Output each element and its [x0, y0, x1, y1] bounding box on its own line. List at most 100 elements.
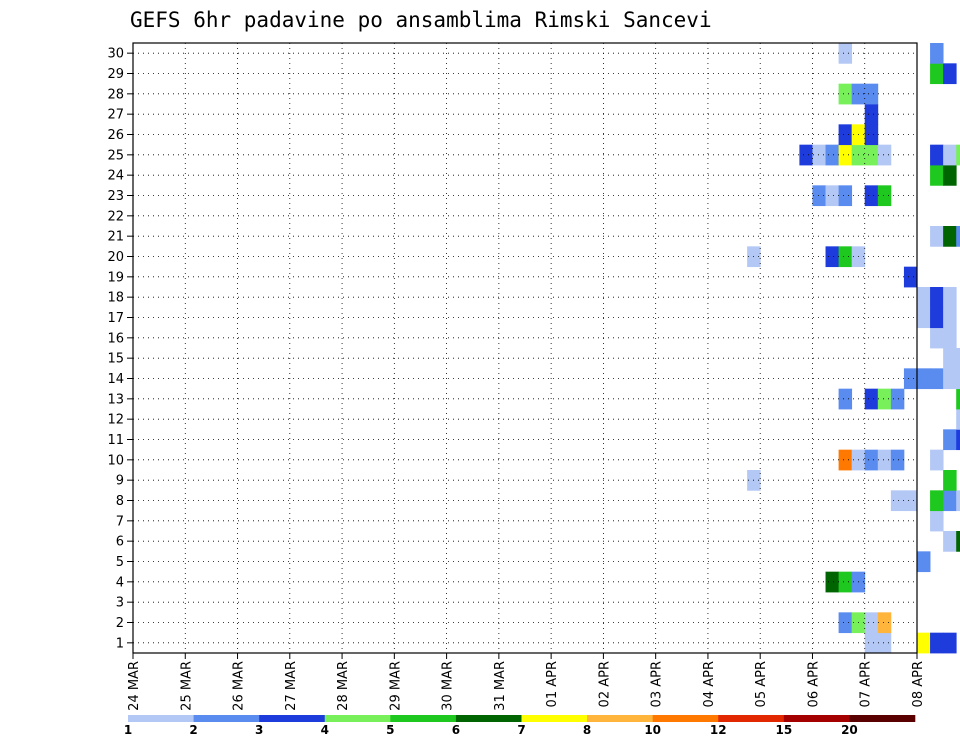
x-tick-label: 06 APR [806, 661, 821, 707]
heatmap-cell [956, 409, 960, 430]
heatmap-cell [943, 490, 957, 512]
y-tick-label: 13 [107, 392, 124, 407]
heatmap-cell [943, 287, 957, 308]
y-tick-label: 2 [116, 616, 124, 631]
heatmap-cell [799, 144, 813, 166]
heatmap-cell [956, 388, 960, 410]
heatmap-cell [917, 632, 931, 654]
heatmap-cell [864, 185, 879, 207]
heatmap-cell [943, 144, 957, 166]
x-tick-label: 03 APR [650, 661, 665, 707]
x-tick-label: 26 MAR [232, 661, 247, 711]
heatmap-cell [943, 307, 957, 329]
heatmap-cell [838, 43, 853, 64]
heatmap-cell [864, 124, 879, 146]
legend-swatch [259, 715, 326, 722]
y-tick-label: 11 [107, 433, 124, 448]
heatmap-cell [943, 470, 957, 491]
color-legend: 1 2 3 4 5 6 7 8 10 12 15 20 [124, 715, 916, 737]
x-tick-label: 30 MAR [441, 661, 456, 711]
legend-swatch [587, 715, 653, 722]
heatmap-cell [877, 449, 892, 471]
heatmap-cell [890, 388, 905, 410]
heatmap-cell [825, 246, 839, 268]
heatmap-cell [917, 368, 931, 390]
legend-label: 20 [841, 723, 858, 737]
legend-swatch [783, 715, 850, 722]
heatmap-cell [930, 144, 944, 166]
heatmap-cell [956, 490, 960, 512]
y-tick-label: 3 [116, 596, 124, 611]
heatmap-cell [943, 368, 957, 390]
y-tick-label: 6 [116, 535, 124, 550]
heatmap-cell [930, 368, 944, 390]
heatmap-cell [838, 612, 853, 634]
x-tick-label: 05 APR [754, 661, 769, 707]
legend-swatch [521, 715, 588, 722]
heatmap-cell [838, 388, 853, 410]
legend-swatch [390, 715, 457, 722]
y-tick-label: 14 [107, 372, 124, 387]
heatmap-cell [943, 63, 957, 85]
y-tick-label: 1 [116, 636, 124, 651]
legend-swatch [324, 715, 391, 722]
heatmap-cell [930, 307, 944, 329]
heatmap-cell [877, 185, 892, 207]
heatmap-cell [930, 43, 944, 64]
heatmap-cell [890, 449, 905, 471]
heatmap-cell [864, 388, 879, 410]
x-tick-label: 29 MAR [388, 661, 403, 711]
plot-frame [132, 42, 918, 654]
heatmap-cell [917, 307, 931, 329]
x-tick-label: 07 APR [859, 661, 874, 707]
heatmap-cell [943, 327, 957, 349]
heatmap-cell [930, 449, 944, 471]
y-tick-label: 9 [116, 474, 124, 489]
heatmap-cell [943, 165, 957, 186]
legend-swatch [455, 715, 522, 722]
heatmap-cell [917, 551, 931, 573]
y-tick-label: 4 [116, 575, 124, 590]
grid-lines [133, 43, 917, 653]
legend-label: 2 [189, 723, 197, 737]
legend-swatch [849, 715, 916, 722]
heatmap-cell [838, 571, 853, 593]
heatmap-cell [903, 368, 918, 390]
heatmap-cell [864, 104, 879, 125]
heatmap-cell [812, 185, 826, 207]
heatmap-cell [943, 632, 957, 654]
heatmap-cell [890, 490, 905, 512]
heatmap-cell [838, 449, 853, 471]
y-tick-label: 27 [107, 108, 124, 123]
heatmap-cell [864, 83, 879, 105]
y-tick-label: 12 [107, 413, 124, 428]
x-tick-label: 08 APR [911, 661, 926, 707]
heatmap-cell [825, 185, 839, 207]
x-tick-label: 25 MAR [179, 661, 194, 711]
heatmap-cell [943, 429, 957, 451]
heatmap-cells [747, 43, 960, 654]
heatmap-cell [930, 63, 944, 85]
heatmap-cell [864, 612, 879, 634]
y-tick-label: 18 [107, 291, 124, 306]
heatmap-cell [956, 348, 960, 369]
x-tick-label: 01 APR [545, 661, 560, 707]
y-tick-label: 28 [107, 87, 124, 102]
heatmap-cell [825, 144, 839, 166]
heatmap-cell [930, 490, 944, 512]
y-axis: 1234567891011121314151617181920212223242… [107, 47, 133, 651]
heatmap-cell [943, 531, 957, 552]
heatmap-cell [838, 144, 853, 166]
legend-swatch [652, 715, 719, 722]
legend-swatch [193, 715, 260, 722]
chart-title: GEFS 6hr padavine po ansamblima Rimski S… [130, 8, 712, 32]
legend-label: 7 [517, 723, 525, 737]
legend-label: 5 [386, 723, 394, 737]
legend-swatch [128, 715, 194, 722]
heatmap-cell [903, 490, 918, 512]
legend-label: 10 [644, 723, 661, 737]
heatmap-cell [838, 185, 853, 207]
y-tick-label: 25 [107, 148, 124, 163]
heatmap-cell [930, 226, 944, 247]
